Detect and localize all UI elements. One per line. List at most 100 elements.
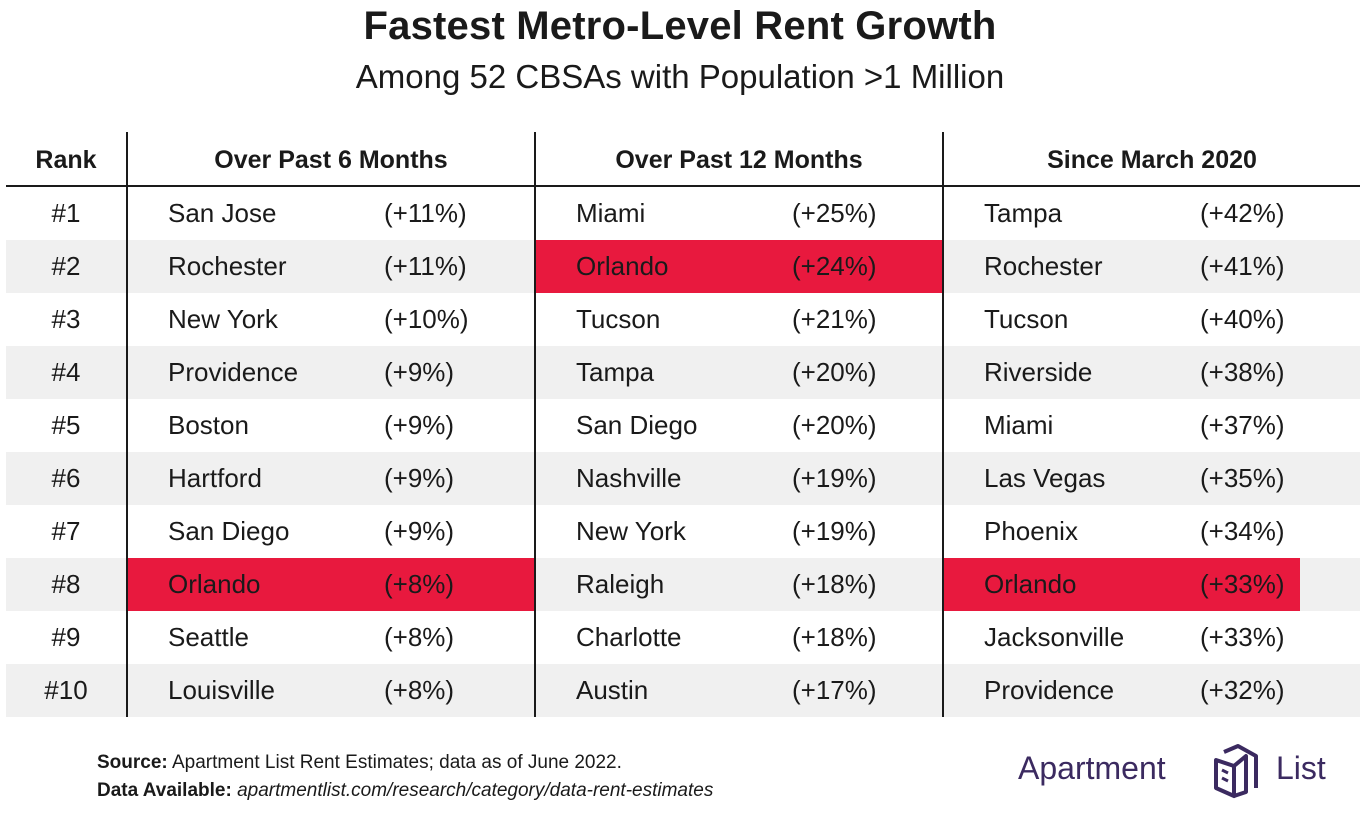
column-divider <box>534 132 536 717</box>
source-text: Apartment List Rent Estimates; data as o… <box>171 752 622 773</box>
growth-pct-cell: (+19%) <box>792 463 877 493</box>
rank-cell: #5 <box>51 410 81 440</box>
building-icon <box>1214 744 1258 798</box>
highlight-bar <box>128 558 534 611</box>
logo-word-list: List <box>1276 750 1326 786</box>
city-cell: San Diego <box>576 410 698 440</box>
city-cell: Riverside <box>984 357 1093 387</box>
table-row: #9 Seattle (+8%) Charlotte (+18%) Jacksonvill… <box>6 611 1360 664</box>
city-cell: New York <box>168 304 278 334</box>
growth-pct-cell: (+20%) <box>792 357 877 387</box>
rank-cell: #10 <box>44 675 88 705</box>
growth-pct-cell: (+19%) <box>792 516 877 546</box>
data-available-line: Data Available: apartmentlist.com/resear… <box>97 777 713 805</box>
table-body: #1 San Jose (+11%) Miami (+25%) Tampa (+42%) #2… <box>6 187 1360 717</box>
growth-pct-cell: (+9%) <box>384 357 455 387</box>
source-note: Source: Apartment List Rent Estimates; d… <box>97 749 713 805</box>
table-row: #6 Hartford (+9%) Nashville (+19%) Las Vegas (… <box>6 452 1360 505</box>
growth-pct-cell: (+10%) <box>384 304 469 334</box>
growth-pct-cell: (+8%) <box>384 622 455 652</box>
data-url-link[interactable]: apartmentlist.com/research/category/data… <box>237 780 714 801</box>
growth-pct-cell: (+40%) <box>1200 304 1285 334</box>
growth-pct-cell: (+9%) <box>384 516 455 546</box>
growth-pct-cell: (+25%) <box>792 198 877 228</box>
rent-growth-table: Rank Over Past 6 Months Over Past 12 Mon… <box>6 132 1360 717</box>
chart-title: Fastest Metro-Level Rent Growth <box>363 4 997 48</box>
city-cell: Las Vegas <box>984 463 1106 493</box>
growth-pct-cell: (+42%) <box>1200 198 1285 228</box>
table-row: #4 Providence (+9%) Tampa (+20%) Riverside (+3… <box>6 346 1360 399</box>
column-divider <box>126 132 128 717</box>
rank-cell: #4 <box>51 357 81 387</box>
growth-pct-cell: (+34%) <box>1200 516 1285 546</box>
table-row: #1 San Jose (+11%) Miami (+25%) Tampa (+42%) <box>6 187 1360 240</box>
header-12-months: Over Past 12 Months <box>615 146 863 174</box>
growth-pct-cell: (+8%) <box>384 675 455 705</box>
rank-cell: #7 <box>51 516 81 546</box>
growth-pct-cell: (+24%) <box>792 251 877 281</box>
growth-pct-cell: (+41%) <box>1200 251 1285 281</box>
city-cell: Providence <box>168 357 299 387</box>
growth-pct-cell: (+11%) <box>384 198 467 228</box>
table-header: Rank Over Past 6 Months Over Past 12 Mon… <box>6 132 1360 187</box>
growth-pct-cell: (+18%) <box>792 569 877 599</box>
city-cell: Louisville <box>168 675 275 705</box>
header-6-months: Over Past 6 Months <box>214 146 448 174</box>
growth-pct-cell: (+37%) <box>1200 410 1285 440</box>
growth-pct-cell: (+33%) <box>1200 622 1285 652</box>
growth-pct-cell: (+9%) <box>384 410 455 440</box>
header-since-march-2020: Since March 2020 <box>1047 146 1257 174</box>
apartment-list-logo: Apartment List <box>1018 740 1348 802</box>
city-cell: Nashville <box>576 463 682 493</box>
chart-subtitle: Among 52 CBSAs with Population >1 Millio… <box>355 58 1005 95</box>
header-rank: Rank <box>35 146 97 174</box>
growth-pct-cell: (+33%) <box>1200 569 1285 599</box>
city-cell: Tampa <box>984 198 1063 228</box>
city-cell: Tucson <box>576 304 661 334</box>
city-cell: Boston <box>168 410 249 440</box>
city-cell: San Jose <box>168 198 277 228</box>
growth-pct-cell: (+35%) <box>1200 463 1285 493</box>
city-cell: Jacksonville <box>984 622 1125 652</box>
growth-pct-cell: (+21%) <box>792 304 877 334</box>
highlight-bar <box>536 240 942 293</box>
table-row: #7 San Diego (+9%) New York (+19%) Phoenix (+3… <box>6 505 1360 558</box>
growth-pct-cell: (+38%) <box>1200 357 1285 387</box>
city-cell: Hartford <box>168 463 262 493</box>
growth-pct-cell: (+11%) <box>384 251 467 281</box>
city-cell: Rochester <box>984 251 1103 281</box>
growth-pct-cell: (+18%) <box>792 622 877 652</box>
table-row: #5 Boston (+9%) San Diego (+20%) Miami (+37%) <box>6 399 1360 452</box>
city-cell: New York <box>576 516 686 546</box>
rank-cell: #9 <box>51 622 81 652</box>
rank-cell: #1 <box>51 198 81 228</box>
city-cell: Providence <box>984 675 1115 705</box>
table-row: #8 Orlando (+8%) Raleigh (+18%) Orlando (+33%) <box>6 558 1360 611</box>
growth-pct-cell: (+17%) <box>792 675 877 705</box>
highlight-bar <box>944 558 1300 611</box>
table-row: #2 Rochester (+11%) Orlando (+24%) Rochester (… <box>6 240 1360 293</box>
city-cell: San Diego <box>168 516 290 546</box>
city-cell: Raleigh <box>576 569 665 599</box>
city-cell: Miami <box>984 410 1054 440</box>
table-row: #10 Louisville (+8%) Austin (+17%) Providence… <box>6 664 1360 717</box>
table-row: #3 New York (+10%) Tucson (+21%) Tucson (+40%) <box>6 293 1360 346</box>
city-cell: Orlando <box>168 569 261 599</box>
city-cell: Seattle <box>168 622 249 652</box>
rank-cell: #2 <box>51 251 81 281</box>
rank-cell: #3 <box>51 304 81 334</box>
growth-pct-cell: (+20%) <box>792 410 877 440</box>
growth-pct-cell: (+32%) <box>1200 675 1285 705</box>
city-cell: Phoenix <box>984 516 1078 546</box>
city-cell: Orlando <box>984 569 1077 599</box>
city-cell: Orlando <box>576 251 669 281</box>
city-cell: Miami <box>576 198 646 228</box>
city-cell: Charlotte <box>576 622 682 652</box>
column-divider <box>942 132 944 717</box>
city-cell: Austin <box>576 675 649 705</box>
city-cell: Tampa <box>576 357 655 387</box>
city-cell: Rochester <box>168 251 287 281</box>
growth-pct-cell: (+8%) <box>384 569 455 599</box>
growth-pct-cell: (+9%) <box>384 463 455 493</box>
city-cell: Tucson <box>984 304 1069 334</box>
